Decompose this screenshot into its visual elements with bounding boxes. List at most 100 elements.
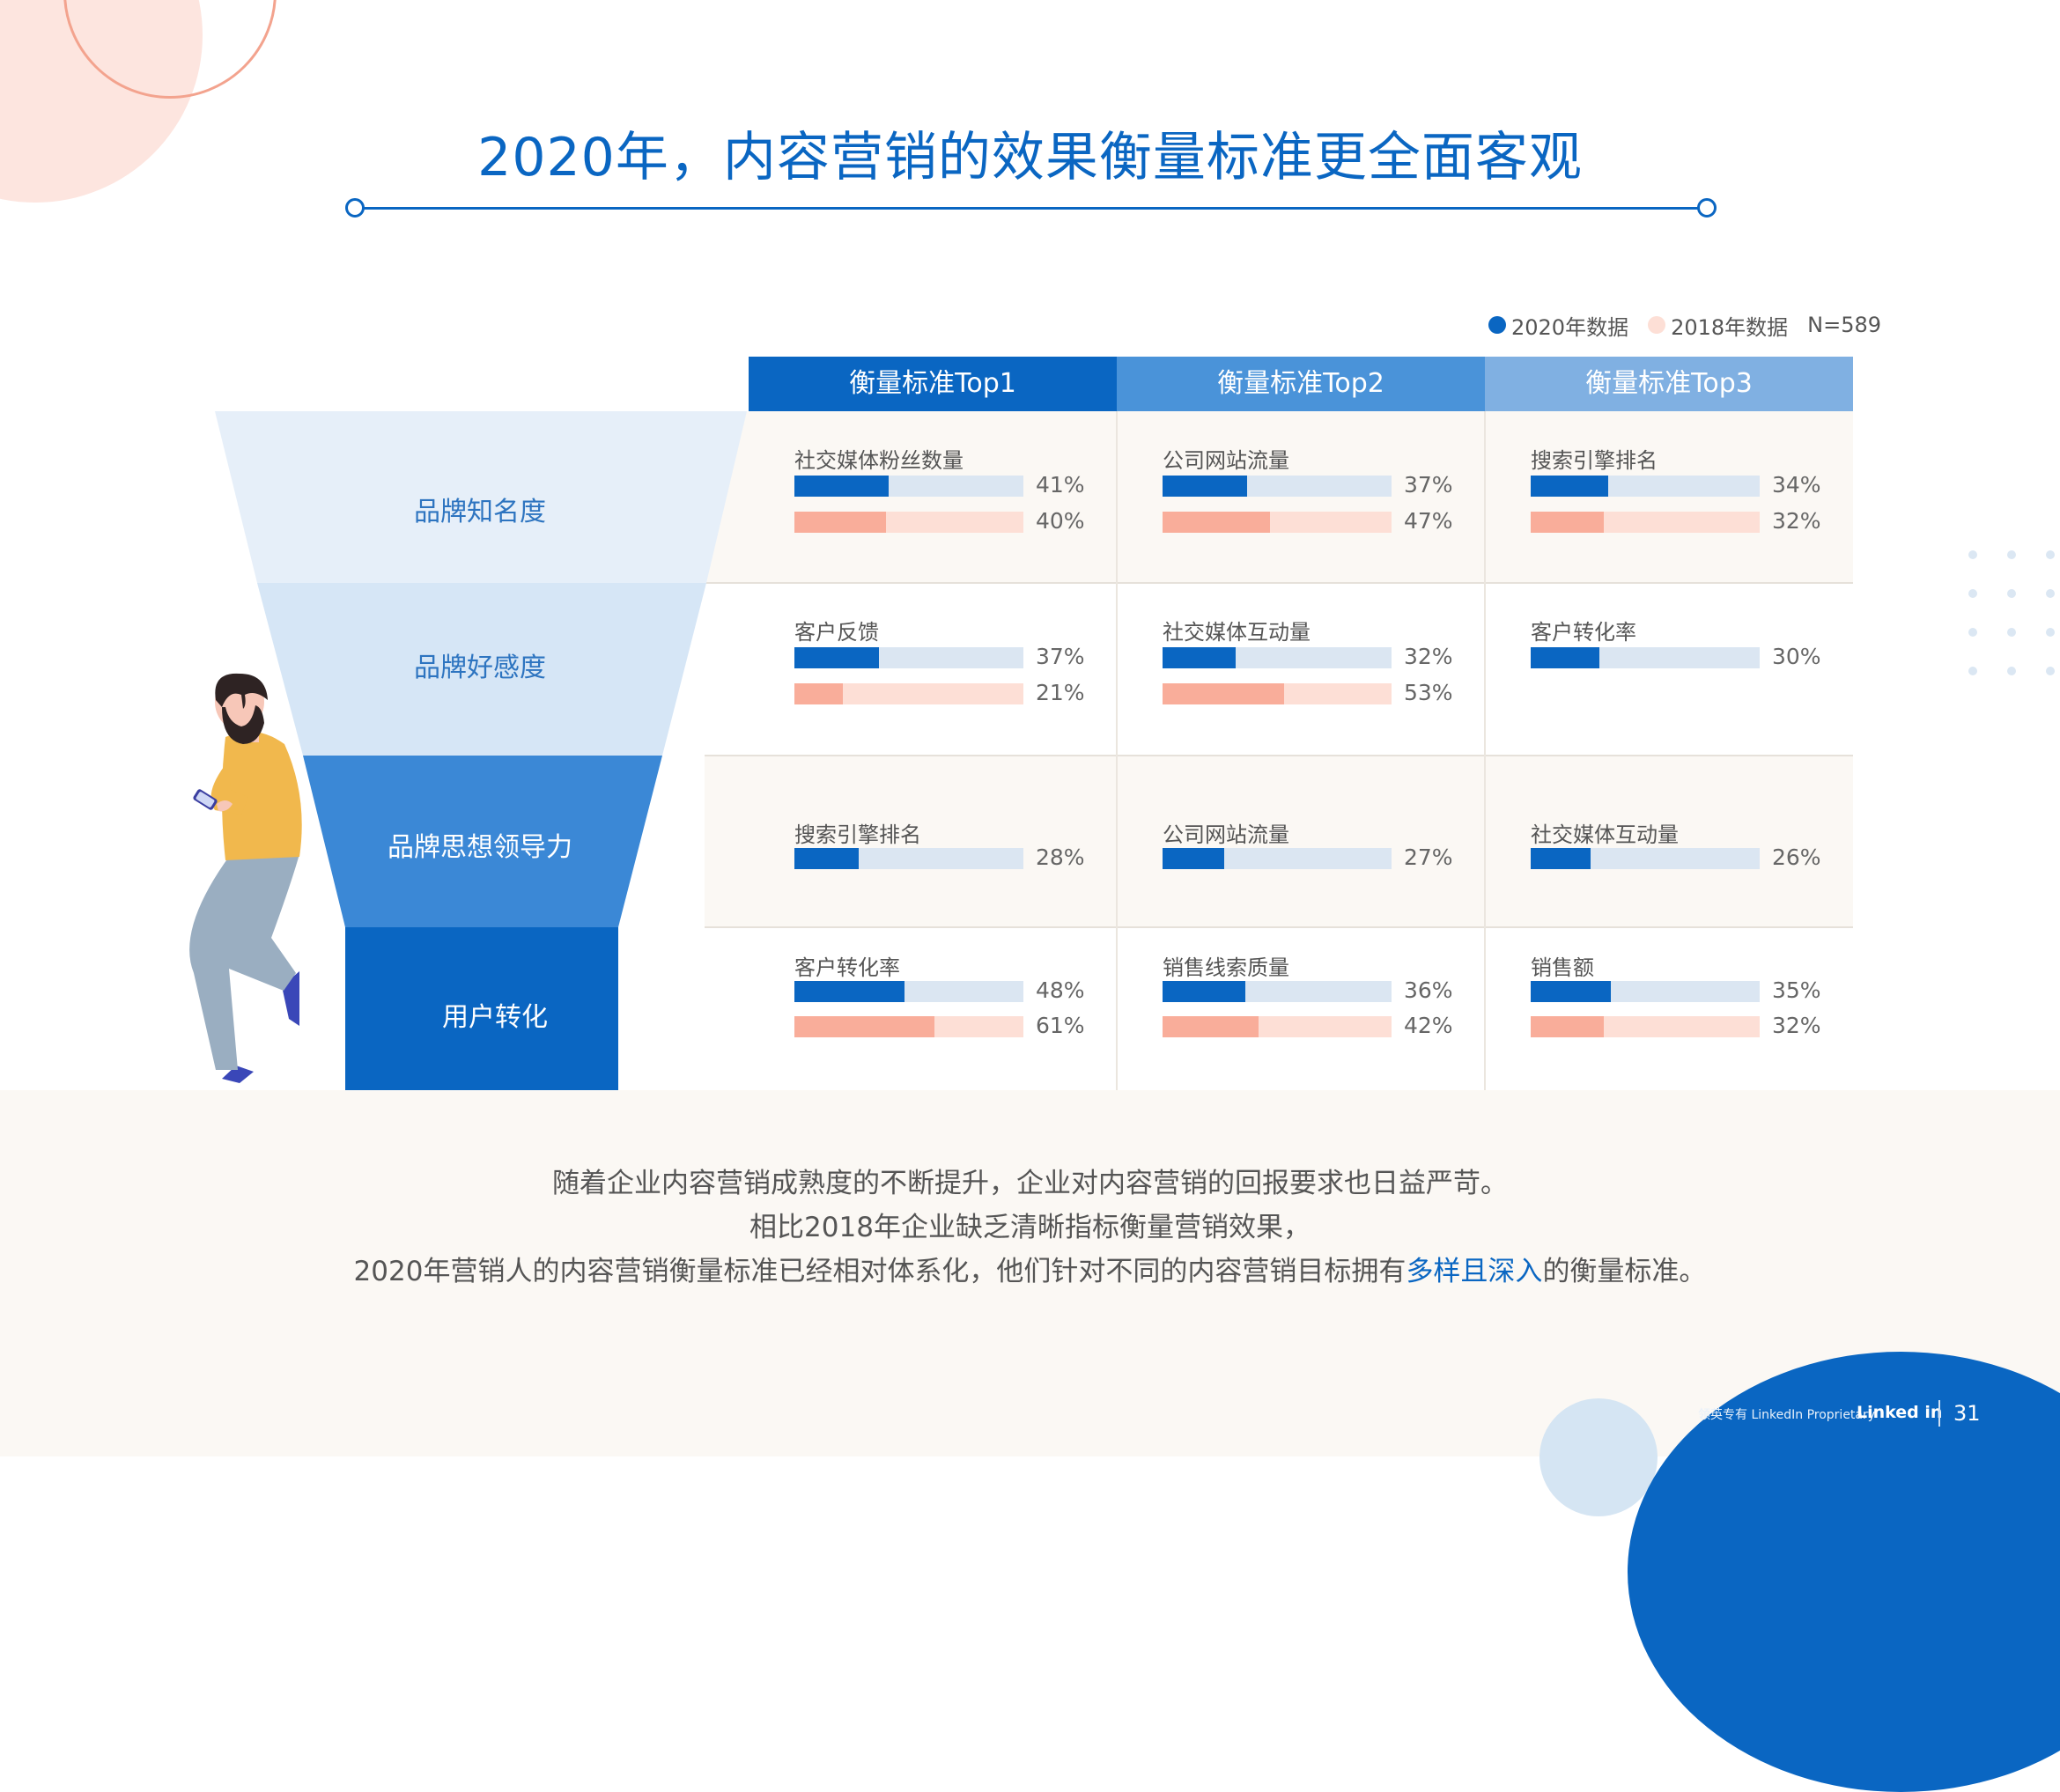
- funnel-label-affinity: 品牌好感度: [414, 653, 546, 683]
- bar-2020-track: [1531, 848, 1760, 869]
- bar-2018-track: [1163, 683, 1392, 704]
- bar-2018-track: [1163, 1016, 1392, 1037]
- summary-line-1: 随着企业内容营销成熟度的不断提升，企业对内容营销的回报要求也日益严苛。: [552, 1168, 1508, 1199]
- bar-2020-track: [1163, 848, 1392, 869]
- bar-2020-value: 34%: [1772, 472, 1821, 498]
- title-rule-right-dot: [1697, 198, 1717, 218]
- bar-2020: [1163, 647, 1236, 668]
- bar-2020-track: [1163, 647, 1392, 668]
- metric-name: 搜索引擎排名: [1531, 448, 1658, 473]
- funnel-stage-affinity: [257, 583, 706, 756]
- summary-line-3-start: 2020年营销人的内容营销衡量标准已经相对体系化，他们针对不同的内容营销目标拥有: [353, 1256, 1407, 1287]
- bar-2018-track: [1163, 512, 1392, 533]
- legend-2018-label: 2018年数据: [1671, 314, 1789, 340]
- metric-name: 社交媒体互动量: [1531, 822, 1679, 847]
- bar-2020: [794, 647, 879, 668]
- bar-2018-value: 47%: [1404, 508, 1453, 534]
- bar-2020: [794, 981, 904, 1002]
- bar-2020-track: [1531, 981, 1760, 1002]
- metric-name: 客户转化率: [794, 955, 900, 980]
- legend-2020-swatch: [1488, 316, 1506, 334]
- bar-2020: [1531, 476, 1608, 497]
- footer-separator: [1938, 1400, 1940, 1427]
- bar-2020-value: 30%: [1772, 644, 1821, 669]
- bar-2020: [1163, 981, 1245, 1002]
- metric-name: 社交媒体粉丝数量: [794, 448, 964, 473]
- bar-2020-track: [1163, 476, 1392, 497]
- header-top2: 衡量标准Top2: [1117, 357, 1485, 411]
- bar-2020-value: 36%: [1404, 977, 1453, 1003]
- sample-size: N=589: [1807, 313, 1882, 337]
- legend-2018-swatch: [1648, 316, 1666, 334]
- bar-2020-track: [794, 647, 1023, 668]
- row-divider: [705, 755, 1853, 756]
- funnel-label-leadership: 品牌思想领导力: [388, 832, 572, 863]
- bar-2020-track: [1163, 981, 1392, 1002]
- bar-2020-track: [794, 981, 1023, 1002]
- bar-2020-value: 41%: [1036, 472, 1085, 498]
- bar-2020-value: 32%: [1404, 644, 1453, 669]
- bar-2018: [794, 683, 843, 704]
- page-number: 31: [1953, 1401, 1981, 1426]
- bar-2018-value: 40%: [1036, 508, 1085, 534]
- header-top3: 衡量标准Top3: [1485, 357, 1853, 411]
- metric-name: 公司网站流量: [1163, 448, 1289, 473]
- bar-2020: [794, 476, 889, 497]
- bar-2020-value: 37%: [1036, 644, 1085, 669]
- bar-2018-track: [1531, 1016, 1760, 1037]
- metric-name: 搜索引擎排名: [794, 822, 921, 847]
- title-underline: [354, 207, 1706, 210]
- linkedin-logo: Linked in: [1857, 1403, 1943, 1422]
- summary-line-3: 2020年营销人的内容营销衡量标准已经相对体系化，他们针对不同的内容营销目标拥有…: [0, 1249, 2060, 1288]
- bar-2020-track: [794, 848, 1023, 869]
- legend-2020-label: 2020年数据: [1511, 314, 1629, 340]
- footer-blob-light: [1539, 1398, 1658, 1516]
- funnel-stage-awareness: [215, 411, 747, 583]
- metric-name: 客户转化率: [1531, 620, 1636, 645]
- bar-2020-value: 26%: [1772, 844, 1821, 870]
- column-divider: [1484, 411, 1486, 1090]
- bar-2018-track: [794, 512, 1023, 533]
- person-illustration: [189, 673, 302, 1083]
- row-band-leadership: [705, 756, 1853, 927]
- bar-2020: [1531, 981, 1611, 1002]
- summary-section: [0, 1090, 2060, 1456]
- row-divider: [705, 582, 1853, 584]
- funnel-label-awareness: 品牌知名度: [414, 497, 546, 527]
- bar-2020-track: [794, 476, 1023, 497]
- funnel-stage-conversion: [345, 927, 618, 1091]
- metric-name: 客户反馈: [794, 620, 879, 645]
- bar-2020: [1163, 848, 1224, 869]
- chart-legend: 2020年数据 2018年数据 N=589: [1488, 310, 1881, 340]
- bar-2018-value: 32%: [1772, 1013, 1821, 1038]
- metric-name: 销售线索质量: [1163, 955, 1289, 980]
- legend-2018: 2018年数据: [1648, 310, 1788, 341]
- bar-2020-value: 28%: [1036, 844, 1085, 870]
- row-band-affinity: [705, 583, 1853, 756]
- footer-proprietary: 领英专有 LinkedIn Proprietary: [1698, 1408, 1876, 1422]
- bar-2020-track: [1531, 476, 1760, 497]
- bar-2018: [1163, 683, 1284, 704]
- bar-2020: [1531, 647, 1599, 668]
- row-divider: [705, 926, 1853, 928]
- funnel-graphic: [215, 411, 747, 1091]
- page-title: 2020年，内容营销的效果衡量标准更全面客观: [477, 127, 1583, 188]
- row-band-awareness: [705, 411, 1853, 583]
- bar-2018: [1531, 1016, 1604, 1037]
- metric-name: 社交媒体互动量: [1163, 620, 1311, 645]
- bar-2018-value: 21%: [1036, 680, 1085, 705]
- metric-name: 公司网站流量: [1163, 822, 1289, 847]
- bar-2020-value: 48%: [1036, 977, 1085, 1003]
- bar-2020: [794, 848, 859, 869]
- bar-2018-track: [794, 1016, 1023, 1037]
- bar-2018: [1163, 1016, 1259, 1037]
- bar-2018: [794, 1016, 934, 1037]
- row-band-conversion: [705, 927, 1853, 1090]
- bar-2020-value: 37%: [1404, 472, 1453, 498]
- funnel-label-conversion: 用户转化: [442, 1002, 548, 1033]
- bar-2018-track: [1531, 512, 1760, 533]
- bar-2018-value: 61%: [1036, 1013, 1085, 1038]
- bar-2020-track: [1531, 647, 1760, 668]
- summary-line-2: 相比2018年企业缺乏清晰指标衡量营销效果，: [749, 1212, 1311, 1243]
- bar-2018-value: 53%: [1404, 680, 1453, 705]
